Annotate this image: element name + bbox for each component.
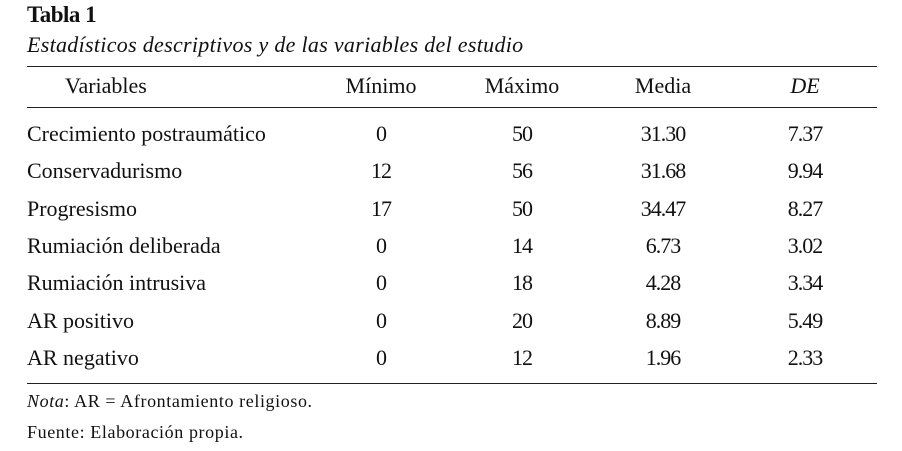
table-row: Rumiación deliberada 0 14 6.73 3.02 (0, 233, 902, 259)
row-minimo: 12 (371, 158, 392, 183)
header-de: DE (790, 73, 820, 98)
row-maximo: 50 (512, 196, 533, 221)
row-maximo: 14 (512, 233, 533, 258)
header-rule (27, 107, 877, 108)
row-variable: Progresismo (27, 196, 137, 221)
row-de: 5.49 (787, 308, 823, 333)
table-source: Fuente: Elaboración propia. (27, 422, 244, 442)
row-minimo: 0 (376, 345, 387, 370)
row-de: 3.02 (787, 233, 823, 258)
table-row: Rumiación intrusiva 0 18 4.28 3.34 (0, 270, 902, 296)
row-de: 9.94 (787, 158, 823, 183)
row-variable: AR positivo (27, 308, 134, 333)
row-maximo: 56 (512, 158, 533, 183)
row-minimo: 0 (376, 308, 387, 333)
row-variable: Rumiación deliberada (27, 233, 221, 258)
table-subtitle: Estadísticos descriptivos y de las varia… (27, 32, 524, 57)
top-rule (27, 66, 877, 67)
note-label: Nota (27, 391, 65, 411)
row-minimo: 0 (376, 270, 387, 295)
row-variable: Rumiación intrusiva (27, 270, 207, 295)
row-maximo: 12 (512, 345, 533, 370)
row-maximo: 20 (512, 308, 533, 333)
row-de: 7.37 (787, 121, 823, 146)
row-minimo: 0 (376, 233, 387, 258)
header-maximo: Máximo (484, 73, 560, 98)
row-media: 8.89 (645, 308, 681, 333)
row-de: 8.27 (787, 196, 823, 221)
header-minimo: Mínimo (345, 73, 417, 98)
row-maximo: 50 (512, 121, 533, 146)
row-media: 34.47 (640, 196, 686, 221)
row-media: 1.96 (645, 345, 681, 370)
row-variable: AR negativo (27, 345, 139, 370)
row-de: 2.33 (787, 345, 823, 370)
table-note: Nota: AR = Afrontamiento religioso. (27, 391, 313, 412)
table-row: Crecimiento postraumático 0 50 31.30 7.3… (0, 121, 902, 147)
table-row: AR negativo 0 12 1.96 2.33 (0, 345, 902, 371)
row-de: 3.34 (787, 270, 823, 295)
row-minimo: 17 (371, 196, 392, 221)
header-media: Media (634, 73, 692, 98)
row-maximo: 18 (512, 270, 533, 295)
row-media: 4.28 (645, 270, 681, 295)
table-row: Progresismo 17 50 34.47 8.27 (0, 196, 902, 222)
table-title: Tabla 1 (27, 2, 97, 27)
table-row: Conservadurismo 12 56 31.68 9.94 (0, 158, 902, 184)
bottom-rule (27, 383, 877, 384)
header-variables: Variables (65, 73, 147, 98)
row-variable: Crecimiento postraumático (27, 121, 266, 146)
row-minimo: 0 (376, 121, 387, 146)
row-variable: Conservadurismo (27, 158, 183, 183)
row-media: 6.73 (645, 233, 681, 258)
table-row: AR positivo 0 20 8.89 5.49 (0, 308, 902, 334)
row-media: 31.30 (640, 121, 686, 146)
row-media: 31.68 (640, 158, 686, 183)
note-text: : AR = Afrontamiento religioso. (64, 391, 313, 411)
